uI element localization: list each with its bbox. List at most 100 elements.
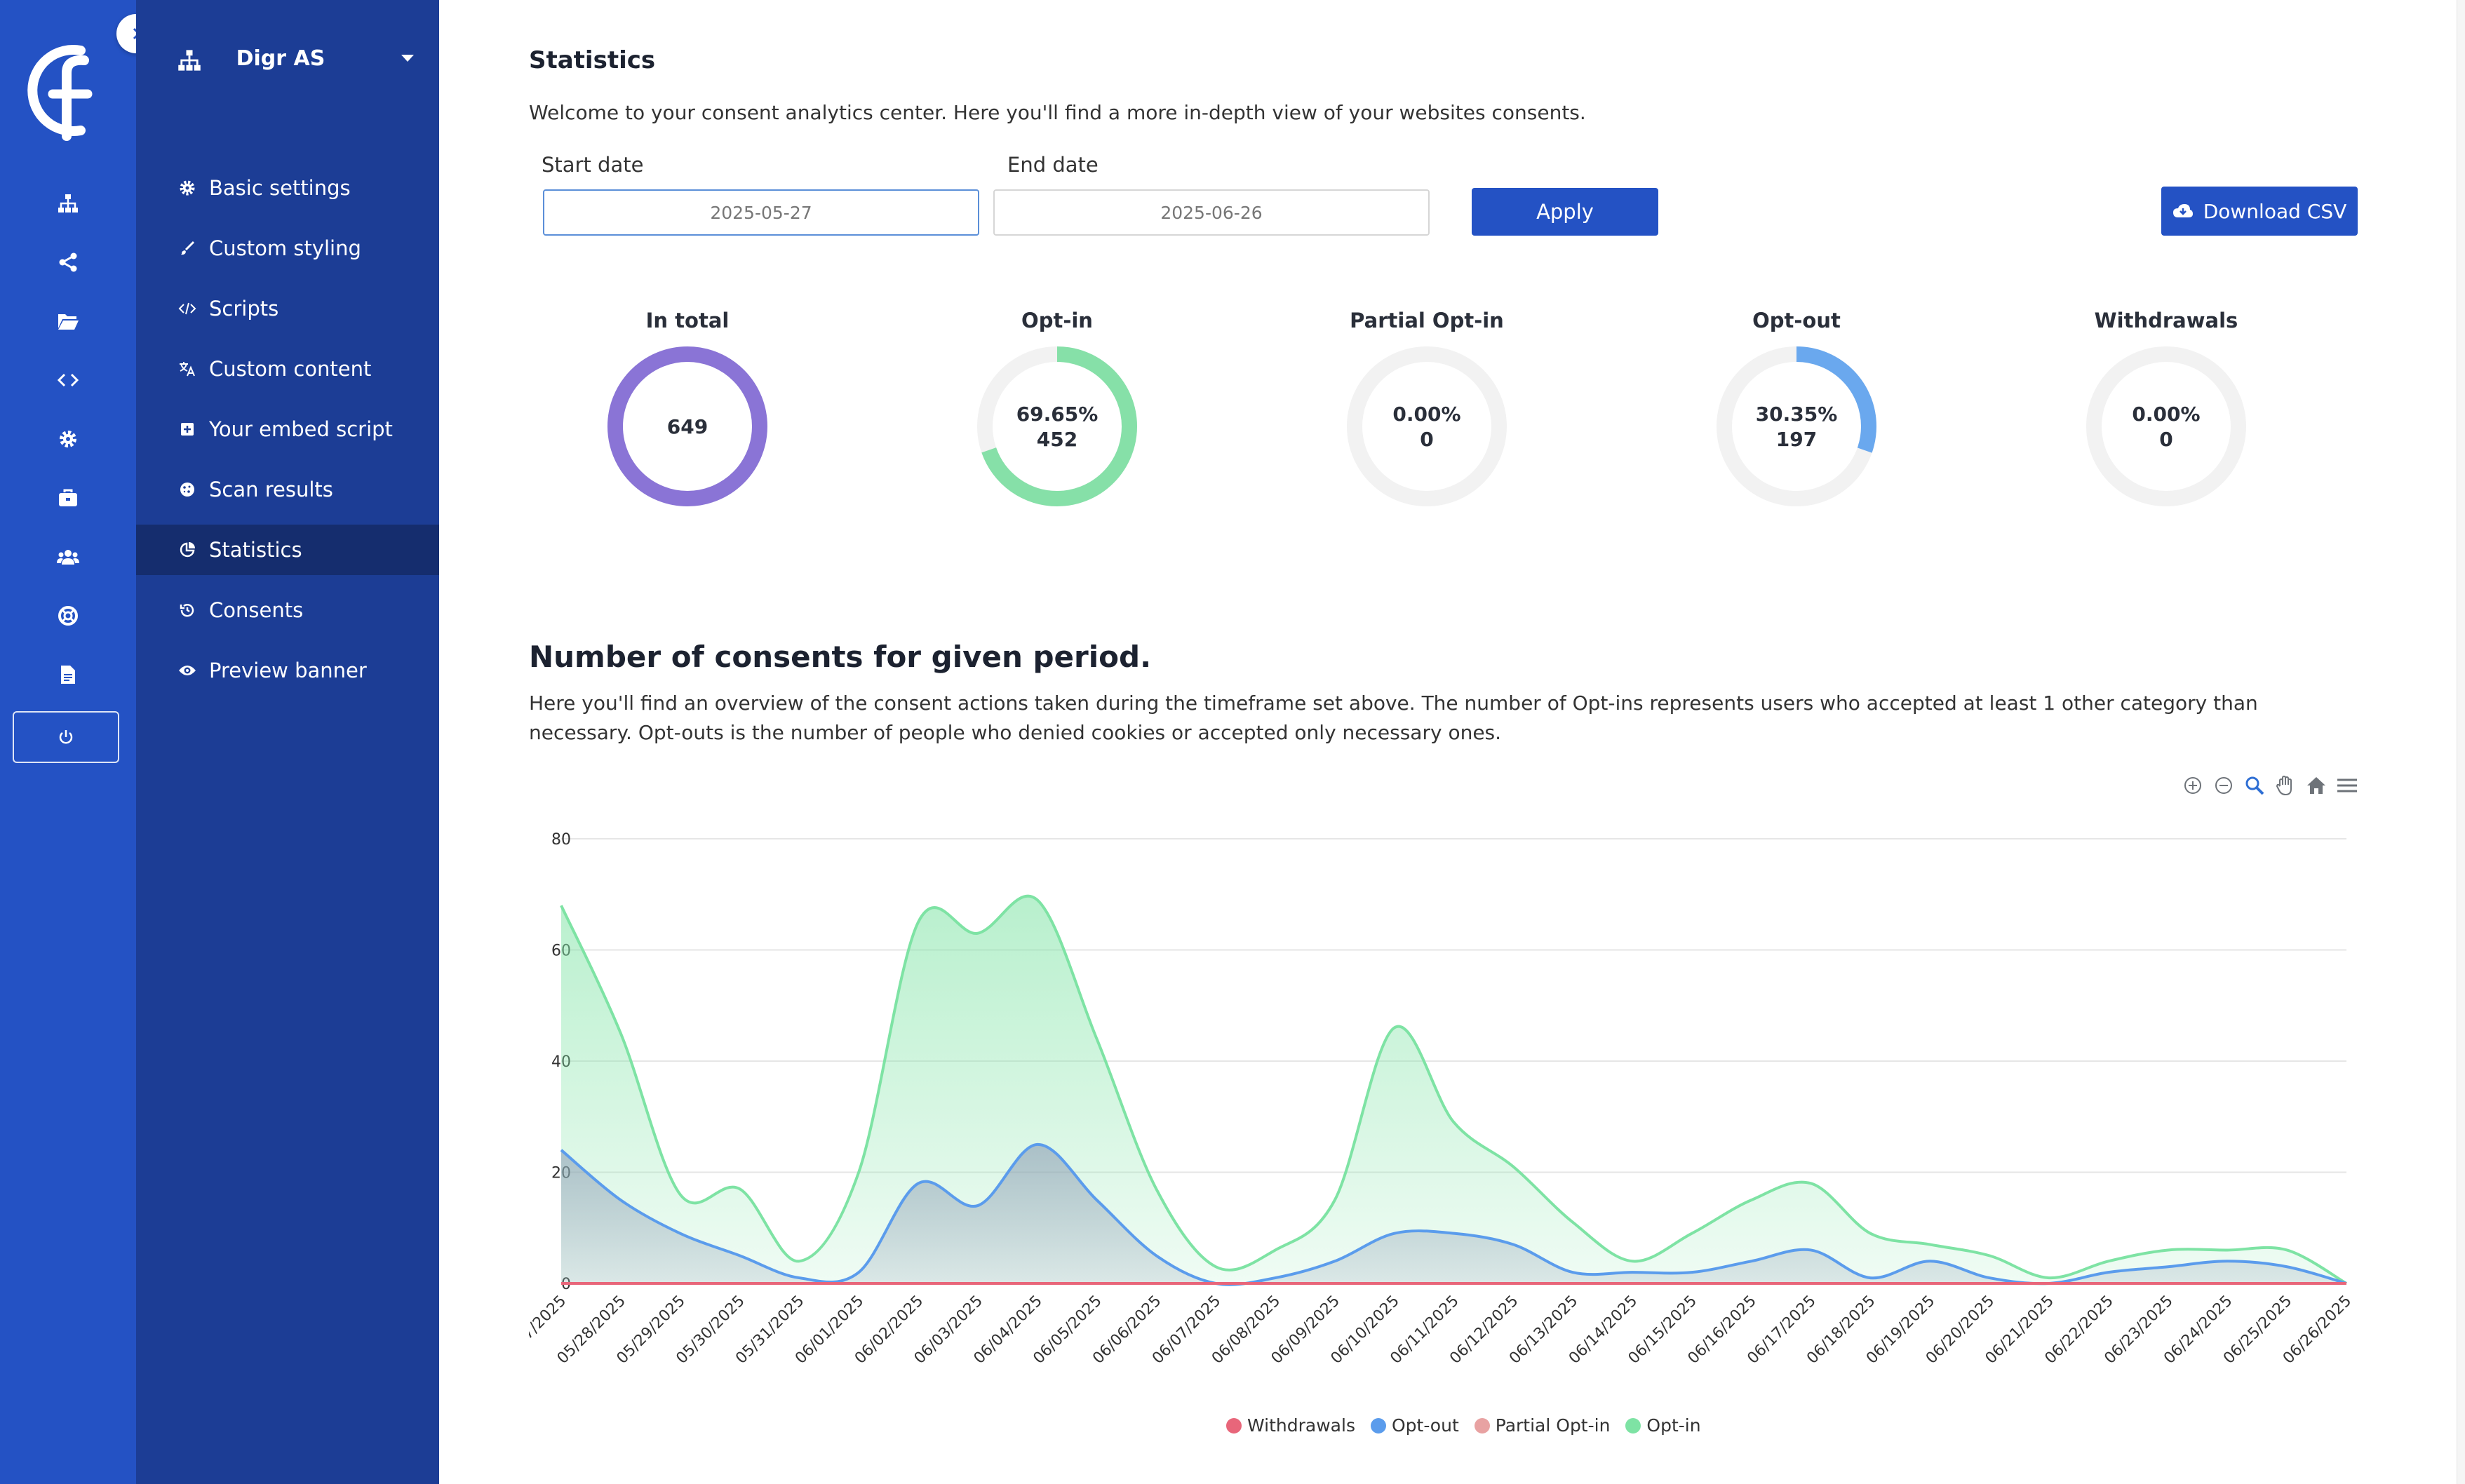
stat-donut: 69.65%452 bbox=[977, 346, 1137, 506]
briefcase-icon bbox=[59, 489, 77, 506]
sidebar-item-label: Custom styling bbox=[209, 236, 361, 260]
download-csv-label: Download CSV bbox=[2203, 199, 2347, 223]
sidebar-item-label: Your embed script bbox=[209, 417, 393, 441]
legend-item-opt-out[interactable]: Opt-out bbox=[1370, 1415, 1459, 1436]
rail-briefcase-button[interactable] bbox=[47, 477, 89, 519]
chart-legend: Withdrawals Opt-out Partial Opt-in Opt-in bbox=[1226, 1415, 1701, 1436]
cookie-icon bbox=[177, 479, 198, 500]
org-selector[interactable]: Digr AS bbox=[136, 42, 439, 77]
rail-help-button[interactable] bbox=[47, 595, 89, 637]
rail-users-button[interactable] bbox=[47, 536, 89, 578]
rail-file-button[interactable] bbox=[47, 654, 89, 696]
rail-share-button[interactable] bbox=[47, 241, 89, 283]
app-logo[interactable] bbox=[21, 38, 112, 143]
sidebar-item-statistics[interactable]: Statistics bbox=[136, 525, 439, 575]
home-icon[interactable] bbox=[2305, 774, 2328, 797]
sidebar-item-label: Basic settings bbox=[209, 176, 351, 200]
legend-item-partial-opt-in[interactable]: Partial Opt-in bbox=[1474, 1415, 1611, 1436]
stat-label: Opt-out bbox=[1752, 309, 1841, 332]
legend-marker bbox=[1474, 1417, 1490, 1434]
stat-secondary-value: 197 bbox=[1776, 428, 1817, 451]
legend-item-withdrawals[interactable]: Withdrawals bbox=[1226, 1415, 1355, 1436]
code-icon bbox=[177, 298, 198, 319]
stat-primary-value: 69.65% bbox=[1016, 403, 1099, 426]
sidebar-item-scripts[interactable]: Scripts bbox=[136, 283, 439, 334]
apply-button[interactable]: Apply bbox=[1472, 188, 1658, 236]
chart-toolbar bbox=[2182, 774, 2358, 797]
stat-secondary-value: 0 bbox=[2159, 428, 2172, 451]
series-area-opt-in bbox=[561, 896, 2346, 1283]
plus-square-icon bbox=[177, 419, 198, 440]
stat-label: Opt-in bbox=[1021, 309, 1093, 332]
series-line-opt-in bbox=[560, 894, 2347, 1285]
sidebar-item-label: Statistics bbox=[209, 538, 302, 562]
legend-item-opt-in[interactable]: Opt-in bbox=[1625, 1415, 1701, 1436]
main-content: Statistics Welcome to your consent analy… bbox=[439, 0, 2465, 1484]
start-date-label: Start date bbox=[542, 153, 644, 177]
sidebar-item-custom-styling[interactable]: Custom styling bbox=[136, 223, 439, 274]
eye-icon bbox=[177, 660, 198, 681]
sidebar-item-scan-results[interactable]: Scan results bbox=[136, 464, 439, 515]
help-icon bbox=[58, 606, 78, 626]
sidebar-item-custom-content[interactable]: Custom content bbox=[136, 344, 439, 394]
sidebar-item-your-embed-script[interactable]: Your embed script bbox=[136, 404, 439, 454]
start-date-input[interactable] bbox=[543, 189, 979, 236]
power-icon bbox=[59, 730, 73, 744]
file-icon bbox=[61, 666, 75, 684]
pan-icon[interactable] bbox=[2274, 774, 2297, 797]
consents-area-chart: 02040608005/27/202505/28/202505/29/20250… bbox=[529, 831, 2355, 1368]
brush-icon bbox=[177, 238, 198, 259]
legend-label: Opt-in bbox=[1646, 1415, 1701, 1436]
menu-icon[interactable] bbox=[2336, 774, 2358, 797]
stat-donut: 30.35%197 bbox=[1717, 346, 1876, 506]
stat-primary-value: 0.00% bbox=[1392, 403, 1460, 426]
chart-section-title: Number of consents for given period. bbox=[529, 640, 1152, 674]
stat-withdrawals: Withdrawals 0.00% 0 bbox=[2040, 309, 2292, 511]
donut-track bbox=[2086, 346, 2246, 506]
series-area-opt-out bbox=[561, 1144, 2346, 1285]
stat-in-total: In total 649 bbox=[561, 309, 814, 511]
sidebar-item-basic-settings[interactable]: Basic settings bbox=[136, 163, 439, 213]
donut-track bbox=[1347, 346, 1507, 506]
page-intro: Welcome to your consent analytics center… bbox=[529, 101, 1586, 124]
rail-code-button[interactable] bbox=[47, 359, 89, 401]
page-title: Statistics bbox=[529, 46, 656, 74]
chart-section-description: Here you'll find an overview of the cons… bbox=[529, 692, 2258, 744]
zoom-out-icon[interactable] bbox=[2212, 774, 2235, 797]
sidebar-item-label: Custom content bbox=[209, 357, 372, 381]
code-icon bbox=[57, 373, 79, 387]
legend-label: Withdrawals bbox=[1247, 1415, 1355, 1436]
sidebar-item-preview-banner[interactable]: Preview banner bbox=[136, 645, 439, 696]
folder-icon bbox=[58, 314, 79, 330]
share-icon bbox=[59, 252, 77, 272]
legend-marker bbox=[1370, 1417, 1386, 1434]
chevron-down-icon bbox=[401, 55, 414, 62]
sitemap-icon bbox=[178, 50, 201, 71]
sitemap-icon bbox=[58, 194, 78, 213]
sidebar-menu: Basic settings Custom styling Scripts Custo… bbox=[136, 163, 439, 706]
end-date-input[interactable] bbox=[993, 189, 1430, 236]
stat-label: Partial Opt-in bbox=[1350, 309, 1504, 332]
zoom-select-icon[interactable] bbox=[2243, 774, 2266, 797]
donut-arc bbox=[977, 346, 1137, 506]
download-csv-button[interactable]: Download CSV bbox=[2161, 187, 2358, 236]
logout-button[interactable] bbox=[13, 711, 119, 763]
rail-folder-button[interactable] bbox=[47, 300, 89, 342]
rail-settings-button[interactable] bbox=[47, 418, 89, 460]
scrollbar-track[interactable] bbox=[2457, 0, 2465, 1484]
sidebar-item-label: Preview banner bbox=[209, 659, 367, 682]
legend-label: Opt-out bbox=[1391, 1415, 1459, 1436]
stat-donut: 649 bbox=[607, 346, 767, 506]
legend-label: Partial Opt-in bbox=[1495, 1415, 1611, 1436]
stat-opt-out: Opt-out 30.35% 197 bbox=[1670, 309, 1923, 511]
stat-opt-in: Opt-in 69.65% 452 bbox=[931, 309, 1183, 511]
donut-arc bbox=[607, 346, 767, 506]
sidebar-item-consents[interactable]: Consents bbox=[136, 585, 439, 635]
gear-icon bbox=[177, 177, 198, 198]
stat-primary-value: 649 bbox=[667, 415, 708, 438]
history-icon bbox=[177, 600, 198, 621]
zoom-in-icon[interactable] bbox=[2182, 774, 2204, 797]
icon-rail bbox=[0, 0, 156, 1484]
rail-sitemap-button[interactable] bbox=[47, 182, 89, 224]
